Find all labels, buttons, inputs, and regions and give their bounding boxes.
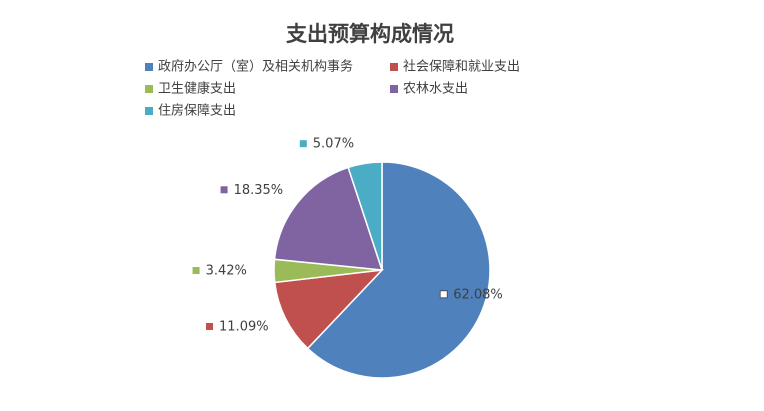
pie-slice bbox=[347, 161, 383, 271]
pie-slice bbox=[306, 161, 491, 379]
chart-title: 支出预算构成情况 bbox=[286, 22, 454, 46]
legend-label: 卫生健康支出 bbox=[158, 81, 236, 97]
pie-slice bbox=[273, 269, 384, 350]
data-label-marker bbox=[192, 267, 200, 275]
legend-marker bbox=[390, 85, 398, 93]
data-label: 18.35% bbox=[234, 183, 284, 198]
data-label-marker bbox=[439, 290, 448, 299]
pie-slice bbox=[273, 166, 384, 271]
legend-marker bbox=[390, 63, 398, 71]
data-label: 5.07% bbox=[313, 137, 354, 152]
legend-marker bbox=[145, 85, 153, 93]
legend-label: 农林水支出 bbox=[403, 82, 468, 97]
legend-marker bbox=[145, 107, 153, 115]
legend-label: 社会保障和就业支出 bbox=[403, 59, 520, 75]
data-label: 62.08% bbox=[453, 287, 503, 302]
data-label: 3.42% bbox=[206, 264, 247, 279]
legend-label: 政府办公厅（室）及相关机构事务 bbox=[158, 59, 353, 75]
legend-marker bbox=[145, 63, 153, 71]
data-label: 11.09% bbox=[219, 320, 269, 335]
data-label-marker bbox=[220, 186, 228, 194]
legend-label: 住房保障支出 bbox=[158, 103, 236, 119]
data-label-marker bbox=[206, 323, 214, 331]
data-label-marker bbox=[299, 140, 307, 148]
